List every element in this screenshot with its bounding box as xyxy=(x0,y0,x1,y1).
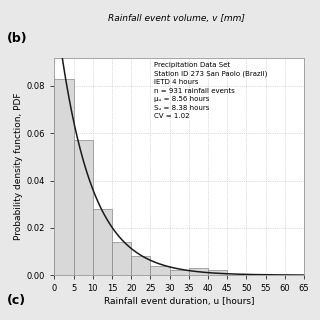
Bar xyxy=(112,242,131,275)
Text: Precipitation Data Set
Station ID 273 San Paolo (Brazil)
IETD 4 hours
n = 931 ra: Precipitation Data Set Station ID 273 Sa… xyxy=(154,62,268,119)
Bar xyxy=(150,266,170,275)
X-axis label: Rainfall event duration, u [hours]: Rainfall event duration, u [hours] xyxy=(104,297,254,306)
Y-axis label: Probability density function, PDF: Probability density function, PDF xyxy=(14,93,23,240)
Text: (b): (b) xyxy=(6,32,27,45)
Bar xyxy=(131,256,150,275)
Bar xyxy=(74,140,93,275)
Bar xyxy=(54,79,74,275)
Bar xyxy=(170,270,189,275)
Bar xyxy=(93,209,112,275)
Bar xyxy=(189,268,208,275)
Text: Rainfall event volume, v [mm]: Rainfall event volume, v [mm] xyxy=(108,14,244,23)
Bar xyxy=(208,270,227,275)
Text: (c): (c) xyxy=(6,294,26,307)
